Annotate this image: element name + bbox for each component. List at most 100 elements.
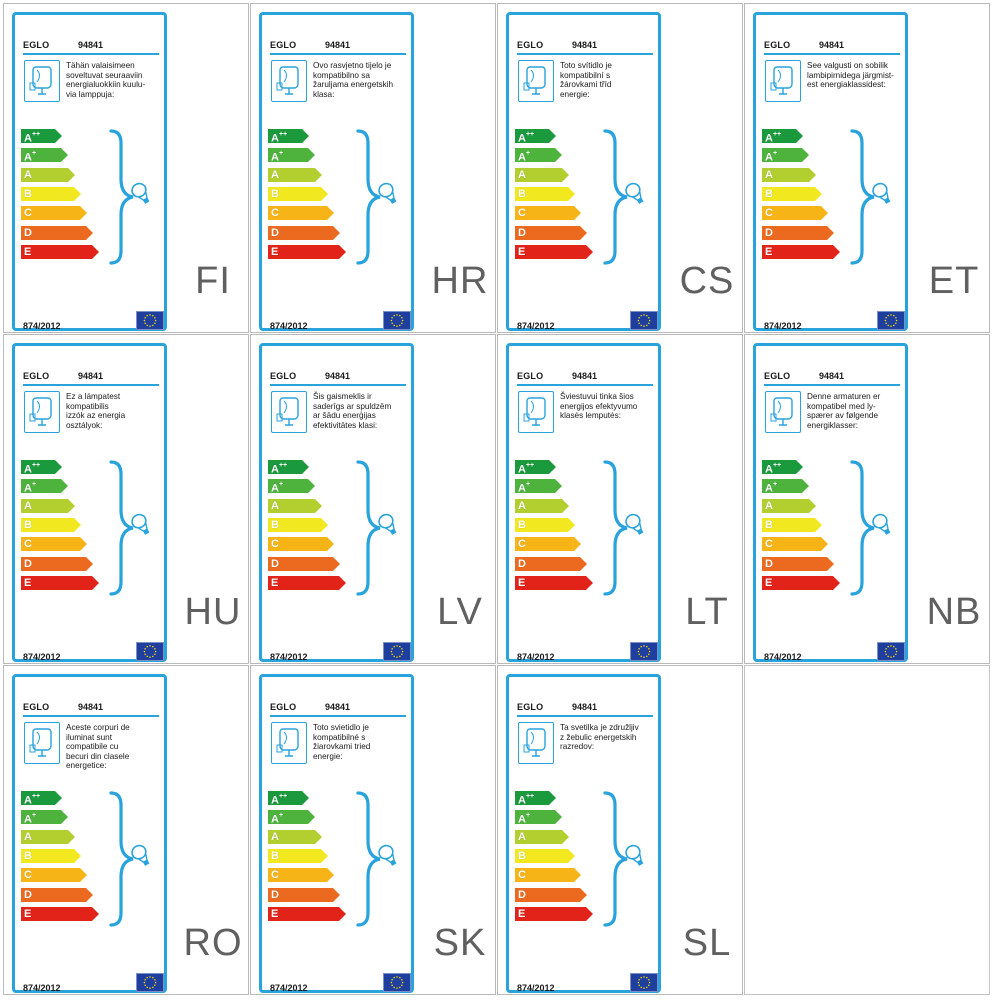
energy-class-letter: E [24, 907, 32, 920]
energy-class-letter: D [765, 226, 773, 239]
regulation-number: 874/2012 [764, 652, 802, 662]
energy-class-letter: D [518, 888, 526, 901]
compatibility-text: Ez a lámpatest kompatibilis izzók az ene… [66, 392, 126, 430]
energy-class-letter: D [271, 226, 279, 239]
language-code: FI [195, 260, 231, 302]
compatibility-text: See valgusti on sobilik lambipirnidega j… [807, 61, 894, 90]
model-number: 94841 [325, 702, 351, 712]
light-bulb-icon [872, 182, 891, 204]
energy-class-letter: E [271, 576, 279, 589]
energy-class-letter: E [518, 907, 526, 920]
lamp-fixture-icon [518, 60, 554, 102]
divider [23, 384, 159, 386]
energy-class-letter: B [765, 187, 773, 200]
energy-class-letter: A [765, 168, 773, 181]
energy-class-letter: A [24, 168, 32, 181]
energy-class-letter: A+ [271, 481, 284, 495]
energy-class-letter: A++ [271, 131, 288, 145]
brand-name: EGLO [270, 371, 297, 381]
energy-class-letter: B [24, 518, 32, 531]
eu-flag-icon [383, 311, 411, 330]
divider [517, 715, 653, 717]
energy-class-letter: E [271, 245, 279, 258]
language-code: HU [184, 591, 242, 633]
brace-icon [352, 127, 402, 272]
energy-label: EGLO 94841 Šis gaismeklis ir saderīgs ar… [259, 343, 414, 662]
brand-name: EGLO [270, 40, 297, 50]
energy-class-letter: A++ [518, 793, 535, 807]
energy-class-letter: A+ [518, 812, 531, 826]
energy-class-letter: E [518, 576, 526, 589]
energy-label: EGLO 94841 Ovo rasvjetno tijelo je kompa… [259, 12, 414, 331]
energy-class-letter: A [765, 499, 773, 512]
energy-class-letter: B [765, 518, 773, 531]
energy-class-letter: A+ [24, 481, 37, 495]
energy-class-letter: A [271, 168, 279, 181]
eu-flag-icon [630, 311, 658, 330]
compatibility-text: Toto svítidlo je kompatibilní s žárovkam… [560, 61, 612, 99]
language-code: LV [437, 591, 483, 633]
energy-class-letter: E [271, 907, 279, 920]
energy-class-letter: D [24, 888, 32, 901]
energy-label: EGLO 94841 Tähän valaisimeen soveltuvat … [12, 12, 167, 331]
light-bulb-icon [625, 844, 644, 866]
language-code: SL [682, 922, 732, 964]
model-number: 94841 [78, 40, 104, 50]
energy-class-letter: A++ [518, 462, 535, 476]
regulation-number: 874/2012 [517, 652, 555, 662]
lamp-fixture-icon [518, 722, 554, 764]
model-number: 94841 [819, 40, 845, 50]
divider [764, 384, 900, 386]
energy-class-letter: D [24, 226, 32, 239]
energy-class-letter: A++ [24, 793, 41, 807]
lamp-fixture-icon [271, 722, 307, 764]
language-code: NB [926, 591, 982, 633]
energy-class-letter: A+ [765, 481, 778, 495]
brace-icon [599, 458, 649, 603]
compatibility-text: Aceste corpuri de iluminat sunt compatib… [66, 723, 130, 771]
brace-icon [599, 789, 649, 934]
energy-class-letter: A+ [271, 812, 284, 826]
eu-flag-icon [136, 311, 164, 330]
label-cell: EGLO 94841 Šviestuvui tinka šios energij… [497, 334, 743, 664]
compatibility-text: Denne armaturen er kompatibel med ly- sp… [807, 392, 881, 430]
label-cell: EGLO 94841 Ta svetilka je združljiv z že… [497, 665, 743, 995]
energy-class-letter: A++ [24, 462, 41, 476]
brand-name: EGLO [764, 40, 791, 50]
divider [270, 53, 406, 55]
brace-icon [105, 458, 155, 603]
energy-label: EGLO 94841 Ez a lámpatest kompatibilis i… [12, 343, 167, 662]
energy-class-letter: D [271, 888, 279, 901]
lamp-fixture-icon [765, 391, 801, 433]
compatibility-text: Ovo rasvjetno tijelo je kompatibilno sa … [313, 61, 394, 99]
language-code: ET [928, 260, 980, 302]
eu-flag-icon [383, 642, 411, 661]
regulation-number: 874/2012 [764, 321, 802, 331]
energy-label: EGLO 94841 Ta svetilka je združljiv z že… [506, 674, 661, 993]
energy-class-letter: A [24, 499, 32, 512]
energy-class-letter: A+ [765, 150, 778, 164]
energy-class-letter: A+ [271, 150, 284, 164]
regulation-number: 874/2012 [270, 652, 308, 662]
energy-label: EGLO 94841 Šviestuvui tinka šios energij… [506, 343, 661, 662]
model-number: 94841 [572, 371, 598, 381]
energy-class-letter: B [518, 518, 526, 531]
language-code: LT [685, 591, 729, 633]
regulation-number: 874/2012 [517, 321, 555, 331]
brace-icon [352, 458, 402, 603]
brand-name: EGLO [23, 40, 50, 50]
energy-class-letter: C [271, 207, 279, 220]
energy-class-letter: C [271, 538, 279, 551]
lamp-fixture-icon [765, 60, 801, 102]
energy-label: EGLO 94841 Toto svietidlo je kompatibiln… [259, 674, 414, 993]
brand-name: EGLO [23, 702, 50, 712]
brand-name: EGLO [764, 371, 791, 381]
compatibility-text: Ta svetilka je združljiv z žebulic energ… [560, 723, 639, 752]
energy-class-letter: A++ [271, 462, 288, 476]
energy-class-letter: A [518, 168, 526, 181]
energy-label: EGLO 94841 Toto svítidlo je kompatibilní… [506, 12, 661, 331]
compatibility-text: Šviestuvui tinka šios energijos efektyvu… [560, 392, 638, 421]
model-number: 94841 [572, 702, 598, 712]
lamp-fixture-icon [271, 391, 307, 433]
